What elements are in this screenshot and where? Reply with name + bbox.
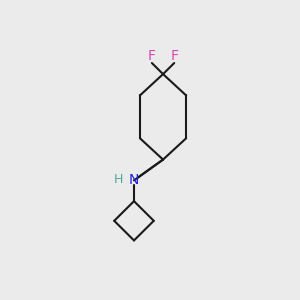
Text: F: F — [148, 49, 156, 63]
Text: H: H — [114, 173, 124, 186]
Text: N: N — [129, 173, 139, 188]
Text: F: F — [170, 49, 178, 63]
